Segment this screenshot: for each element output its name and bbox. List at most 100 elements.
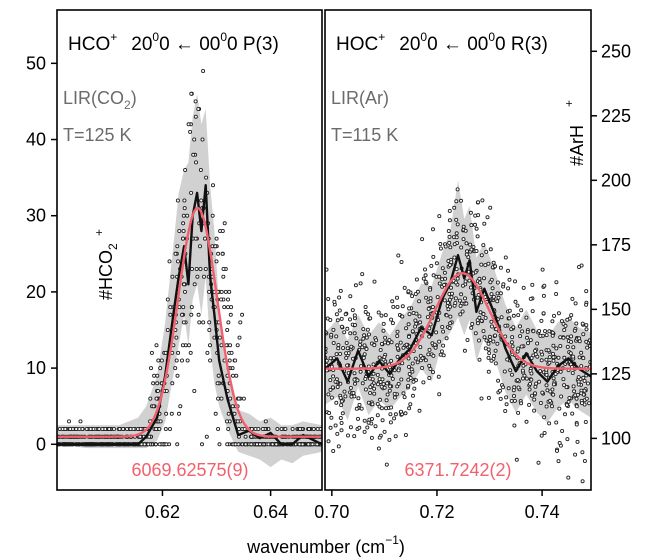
- data-point: [498, 396, 503, 401]
- data-point: [226, 411, 231, 416]
- data-point: [170, 274, 175, 279]
- data-point: [266, 442, 271, 447]
- data-point: [483, 263, 488, 268]
- data-point: [339, 428, 344, 433]
- data-point: [221, 267, 226, 272]
- data-point: [440, 325, 445, 330]
- data-point: [493, 333, 498, 338]
- data-point: [461, 237, 466, 242]
- data-point: [230, 373, 235, 378]
- data-point: [297, 442, 302, 447]
- data-point: [214, 259, 219, 264]
- data-point: [385, 381, 390, 386]
- data-point: [229, 305, 234, 310]
- data-point: [185, 358, 190, 363]
- data-point: [428, 287, 433, 292]
- data-point: [402, 285, 407, 290]
- data-point: [180, 343, 185, 348]
- data-point: [403, 411, 408, 416]
- data-point: [475, 295, 480, 300]
- data-point: [328, 387, 333, 392]
- data-point: [153, 442, 158, 447]
- data-point: [358, 281, 363, 286]
- data-point: [568, 351, 573, 356]
- data-point: [528, 296, 533, 301]
- data-point: [424, 295, 429, 300]
- data-point: [528, 381, 533, 386]
- data-point: [408, 376, 413, 381]
- data-point: [550, 333, 555, 338]
- data-point: [395, 354, 400, 359]
- x-tick-label: 0.70: [314, 502, 349, 522]
- data-point: [185, 213, 190, 218]
- data-point: [384, 462, 389, 467]
- data-point: [450, 291, 455, 296]
- data-point: [570, 296, 575, 301]
- data-point: [210, 213, 215, 218]
- data-point: [189, 91, 194, 96]
- left-y-axis-label-sup: +: [92, 229, 106, 236]
- data-point: [387, 437, 392, 442]
- data-point: [501, 282, 506, 287]
- data-point: [536, 460, 541, 465]
- data-point: [512, 398, 517, 403]
- data-point: [537, 379, 542, 384]
- data-point: [378, 397, 383, 402]
- data-point: [569, 334, 574, 339]
- data-point: [396, 253, 401, 258]
- data-point: [63, 427, 68, 432]
- data-point: [207, 289, 212, 294]
- data-point: [542, 431, 547, 436]
- data-point: [570, 411, 575, 416]
- data-point: [496, 378, 501, 383]
- data-point: [576, 382, 581, 387]
- data-point: [507, 277, 512, 282]
- data-point: [442, 270, 447, 275]
- data-point: [411, 379, 416, 384]
- data-point: [410, 329, 415, 334]
- data-point: [175, 442, 180, 447]
- data-point: [465, 249, 470, 254]
- data-point: [576, 375, 581, 380]
- data-point: [392, 395, 397, 400]
- data-point: [234, 373, 239, 378]
- data-point: [499, 315, 504, 320]
- data-point: [356, 416, 361, 421]
- data-point: [449, 285, 454, 290]
- data-point: [510, 344, 515, 349]
- data-point: [370, 402, 375, 407]
- data-point: [298, 427, 303, 432]
- data-point: [395, 329, 400, 334]
- data-point: [479, 253, 484, 258]
- data-point: [331, 327, 336, 332]
- data-point: [512, 394, 517, 399]
- data-point: [574, 321, 579, 326]
- y-tick-label: 100: [601, 428, 631, 448]
- data-point: [382, 429, 387, 434]
- data-point: [559, 319, 564, 324]
- data-point: [370, 377, 375, 382]
- data-point: [365, 425, 370, 430]
- data-point: [498, 265, 503, 270]
- data-point: [551, 343, 556, 348]
- data-point: [380, 377, 385, 382]
- right-y-axis-label: #ArH: [567, 125, 587, 166]
- data-point: [168, 312, 173, 317]
- data-point: [379, 313, 384, 318]
- data-point: [510, 372, 515, 377]
- data-point: [492, 354, 497, 359]
- data-point: [167, 427, 172, 432]
- y-tick-label: 10: [26, 358, 46, 378]
- x-tick-label: 0.64: [253, 502, 288, 522]
- data-point: [225, 305, 230, 310]
- data-point: [237, 335, 242, 340]
- data-point: [175, 259, 180, 264]
- left-temperature-label: T=125 K: [63, 125, 132, 145]
- data-point: [538, 333, 543, 338]
- y-tick-label: 175: [601, 235, 631, 255]
- data-point: [366, 312, 371, 317]
- data-point: [148, 366, 153, 371]
- x-tick-label: 0.74: [525, 502, 560, 522]
- right-uncertainty-band: [325, 180, 591, 423]
